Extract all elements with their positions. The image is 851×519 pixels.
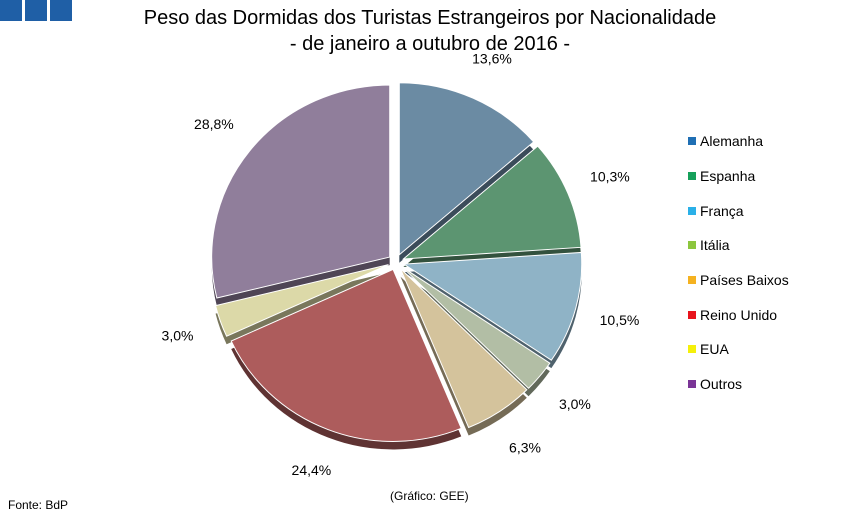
legend-label: Espanha xyxy=(700,168,756,185)
legend-swatch xyxy=(688,276,696,285)
legend-label: Itália xyxy=(700,237,730,254)
pie-slice xyxy=(214,264,389,337)
legend-item: Outros xyxy=(688,367,789,402)
pie-slice xyxy=(401,266,551,389)
legend-swatch xyxy=(688,206,696,215)
chart-credit: (Gráfico: GEE) xyxy=(390,489,469,503)
legend-swatch xyxy=(688,172,696,181)
slice-value-label: 24,4% xyxy=(292,462,332,478)
pie-slice xyxy=(401,145,582,260)
slice-value-label: 6,3% xyxy=(509,440,541,456)
pie-slice xyxy=(211,84,391,299)
legend-label: Outros xyxy=(700,376,743,393)
slice-value-label: 10,5% xyxy=(600,312,640,328)
legend-item: Itália xyxy=(688,228,789,263)
slice-value-label: 10,3% xyxy=(590,169,630,185)
legend-item: França xyxy=(688,193,789,228)
slice-value-label: 3,0% xyxy=(559,396,591,412)
legend-swatch xyxy=(688,137,696,146)
legend-label: Reino Unido xyxy=(700,306,778,323)
pie-slice xyxy=(398,82,535,256)
legend-label: EUA xyxy=(700,341,729,358)
legend-swatch xyxy=(688,241,696,250)
legend-label: Alemanha xyxy=(700,133,764,150)
chart-title-line-1: Peso das Dormidas dos Turistas Estrangei… xyxy=(143,7,717,29)
source-note: Fonte: BdP xyxy=(8,498,69,512)
logo-blocks xyxy=(0,0,72,21)
legend-swatch xyxy=(688,380,696,389)
chart-legend: Alemanha Espanha França Itália Países Baixos… xyxy=(688,124,789,402)
legend-swatch xyxy=(688,345,696,354)
pie-slice xyxy=(230,268,462,442)
chart-title: Peso das Dormidas dos Turistas Estrangei… xyxy=(80,5,780,57)
chart-title-line-2: - de janeiro a outubro de 2016 - xyxy=(289,33,571,55)
pie-slice xyxy=(402,251,583,361)
legend-label: Países Baixos xyxy=(700,272,789,289)
slice-value-label: 13,6% xyxy=(472,51,512,67)
pie-slice xyxy=(399,268,528,429)
legend-item: EUA xyxy=(688,332,789,367)
slice-value-label: 3,0% xyxy=(162,328,194,344)
legend-item: Espanha xyxy=(688,159,789,194)
legend-label: França xyxy=(700,202,744,219)
logo-block xyxy=(25,0,47,21)
legend-item: Reino Unido xyxy=(688,297,789,332)
logo-block xyxy=(50,0,72,21)
logo-block xyxy=(0,0,22,21)
legend-swatch xyxy=(688,310,696,319)
slice-value-label: 28,8% xyxy=(194,116,234,132)
legend-item: Alemanha xyxy=(688,124,789,159)
legend-item: Países Baixos xyxy=(688,263,789,298)
